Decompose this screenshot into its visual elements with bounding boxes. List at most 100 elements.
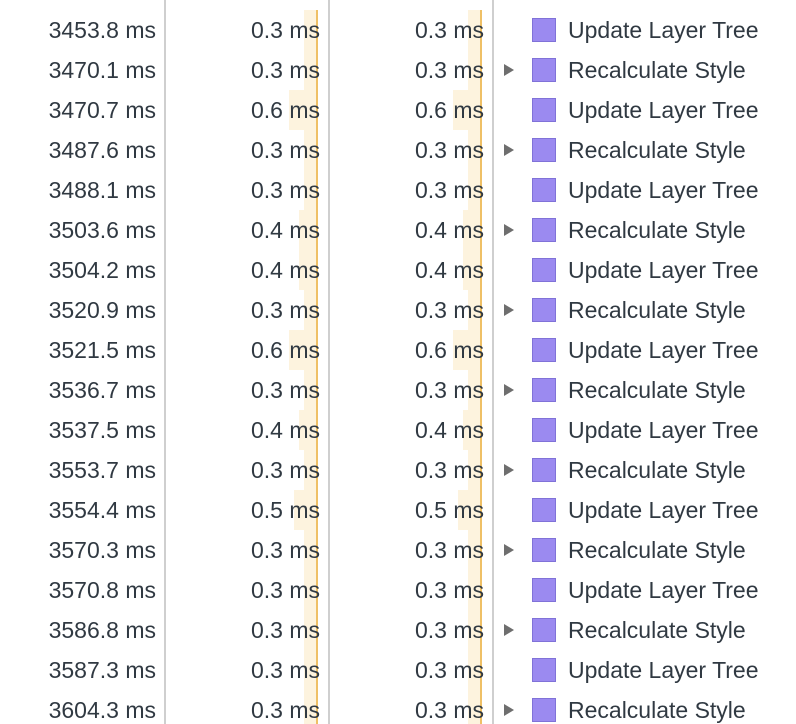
- total-time-cell: 0.3 ms: [328, 450, 490, 490]
- table-row[interactable]: 3470.1 ms 0.3 ms 0.3 ms Recalculate Style: [0, 50, 796, 90]
- activity-name: Recalculate Style: [568, 217, 746, 243]
- total-time-cell: 0.6 ms: [328, 90, 490, 130]
- start-time-cell: 3570.3 ms: [48, 537, 156, 563]
- expand-triangle-icon[interactable]: [504, 464, 514, 476]
- start-time-cell: 3586.8 ms: [48, 617, 156, 643]
- total-time-cell: 0.4 ms: [328, 210, 490, 250]
- total-time-cell: 0.3 ms: [328, 130, 490, 170]
- table-row[interactable]: 3553.7 ms 0.3 ms 0.3 ms Recalculate Style: [0, 450, 796, 490]
- table-row[interactable]: 3587.3 ms 0.3 ms 0.3 ms Update Layer Tree: [0, 650, 796, 690]
- self-time-bar: [304, 610, 318, 650]
- activity-name: Recalculate Style: [568, 377, 746, 403]
- self-time-bar: [304, 690, 318, 724]
- total-time-value: 0.4 ms: [414, 257, 484, 283]
- column-divider-start-self[interactable]: [164, 0, 166, 724]
- start-time-cell: 3470.7 ms: [48, 97, 156, 123]
- table-row[interactable]: 3504.2 ms 0.4 ms 0.4 ms Update Layer Tree: [0, 250, 796, 290]
- table-row[interactable]: 3554.4 ms 0.5 ms 0.5 ms Update Layer Tree: [0, 490, 796, 530]
- table-row[interactable]: 3520.9 ms 0.3 ms 0.3 ms Recalculate Style: [0, 290, 796, 330]
- rendering-category-swatch-icon: [532, 458, 556, 482]
- total-time-cell: 0.3 ms: [328, 290, 490, 330]
- total-time-bar: [468, 690, 482, 724]
- self-time-bar: [304, 370, 318, 410]
- self-time-value: 0.3 ms: [250, 177, 320, 203]
- column-divider-self-total[interactable]: [328, 0, 330, 724]
- self-time-cell: 0.3 ms: [164, 450, 326, 490]
- total-time-bar: [468, 570, 482, 610]
- self-time-bar: [304, 170, 318, 210]
- expand-triangle-icon[interactable]: [504, 224, 514, 236]
- rendering-category-swatch-icon: [532, 338, 556, 362]
- rendering-category-swatch-icon: [532, 298, 556, 322]
- self-time-bar: [304, 50, 318, 90]
- table-row[interactable]: 3570.3 ms 0.3 ms 0.3 ms Recalculate Style: [0, 530, 796, 570]
- start-time-cell: 3470.1 ms: [48, 57, 156, 83]
- total-time-value: 0.3 ms: [414, 577, 484, 603]
- activity-name: Update Layer Tree: [568, 497, 759, 523]
- start-time-cell: 3587.3 ms: [48, 657, 156, 683]
- self-time-value: 0.3 ms: [250, 657, 320, 683]
- self-time-value: 0.3 ms: [250, 577, 320, 603]
- table-row[interactable]: 3570.8 ms 0.3 ms 0.3 ms Update Layer Tree: [0, 570, 796, 610]
- activity-name: Update Layer Tree: [568, 657, 759, 683]
- rendering-category-swatch-icon: [532, 618, 556, 642]
- total-time-value: 0.4 ms: [414, 417, 484, 443]
- self-time-cell: 0.3 ms: [164, 690, 326, 724]
- total-time-bar: [468, 10, 482, 50]
- expand-triangle-icon[interactable]: [504, 544, 514, 556]
- total-time-bar: [468, 450, 482, 490]
- total-time-bar: [468, 610, 482, 650]
- self-time-value: 0.4 ms: [250, 257, 320, 283]
- self-time-cell: 0.4 ms: [164, 410, 326, 450]
- start-time-cell: 3554.4 ms: [48, 497, 156, 523]
- column-divider-total-activity[interactable]: [492, 0, 494, 724]
- rendering-category-swatch-icon: [532, 418, 556, 442]
- activity-name: Update Layer Tree: [568, 577, 759, 603]
- self-time-bar: [289, 90, 318, 130]
- table-row[interactable]: 3536.7 ms 0.3 ms 0.3 ms Recalculate Style: [0, 370, 796, 410]
- expand-triangle-icon[interactable]: [504, 624, 514, 636]
- table-row[interactable]: 3488.1 ms 0.3 ms 0.3 ms Update Layer Tree: [0, 170, 796, 210]
- table-row[interactable]: 3503.6 ms 0.4 ms 0.4 ms Recalculate Style: [0, 210, 796, 250]
- self-time-bar: [304, 290, 318, 330]
- table-row[interactable]: 3487.6 ms 0.3 ms 0.3 ms Recalculate Style: [0, 130, 796, 170]
- start-time-cell: 3488.1 ms: [48, 177, 156, 203]
- start-time-cell: 3521.5 ms: [48, 337, 156, 363]
- self-time-bar: [299, 410, 318, 450]
- total-time-cell: 0.4 ms: [328, 410, 490, 450]
- expand-triangle-icon[interactable]: [504, 304, 514, 316]
- self-time-bar: [304, 650, 318, 690]
- table-row[interactable]: 3453.8 ms 0.3 ms 0.3 ms Update Layer Tree: [0, 10, 796, 50]
- self-time-bar: [304, 570, 318, 610]
- rendering-category-swatch-icon: [532, 498, 556, 522]
- total-time-cell: 0.3 ms: [328, 690, 490, 724]
- self-time-bar: [299, 250, 318, 290]
- total-time-cell: 0.3 ms: [328, 10, 490, 50]
- total-time-cell: 0.6 ms: [328, 330, 490, 370]
- total-time-value: 0.3 ms: [414, 697, 484, 723]
- start-time-cell: 3453.8 ms: [48, 17, 156, 43]
- expand-triangle-icon[interactable]: [504, 144, 514, 156]
- table-row[interactable]: 3521.5 ms 0.6 ms 0.6 ms Update Layer Tree: [0, 330, 796, 370]
- activity-name: Recalculate Style: [568, 297, 746, 323]
- activity-name: Update Layer Tree: [568, 337, 759, 363]
- self-time-value: 0.3 ms: [250, 17, 320, 43]
- activity-name: Recalculate Style: [568, 697, 746, 723]
- activity-name: Update Layer Tree: [568, 177, 759, 203]
- expand-triangle-icon[interactable]: [504, 704, 514, 716]
- expand-triangle-icon[interactable]: [504, 64, 514, 76]
- table-row[interactable]: 3586.8 ms 0.3 ms 0.3 ms Recalculate Style: [0, 610, 796, 650]
- table-row[interactable]: 3470.7 ms 0.6 ms 0.6 ms Update Layer Tree: [0, 90, 796, 130]
- self-time-value: 0.6 ms: [250, 337, 320, 363]
- rendering-category-swatch-icon: [532, 218, 556, 242]
- total-time-bar: [458, 490, 482, 530]
- table-row[interactable]: 3604.3 ms 0.3 ms 0.3 ms Recalculate Style: [0, 690, 796, 724]
- rendering-category-swatch-icon: [532, 98, 556, 122]
- self-time-value: 0.3 ms: [250, 457, 320, 483]
- table-row[interactable]: 3537.5 ms 0.4 ms 0.4 ms Update Layer Tree: [0, 410, 796, 450]
- total-time-value: 0.3 ms: [414, 537, 484, 563]
- total-time-bar: [468, 290, 482, 330]
- expand-triangle-icon[interactable]: [504, 384, 514, 396]
- self-time-bar: [304, 130, 318, 170]
- self-time-value: 0.3 ms: [250, 697, 320, 723]
